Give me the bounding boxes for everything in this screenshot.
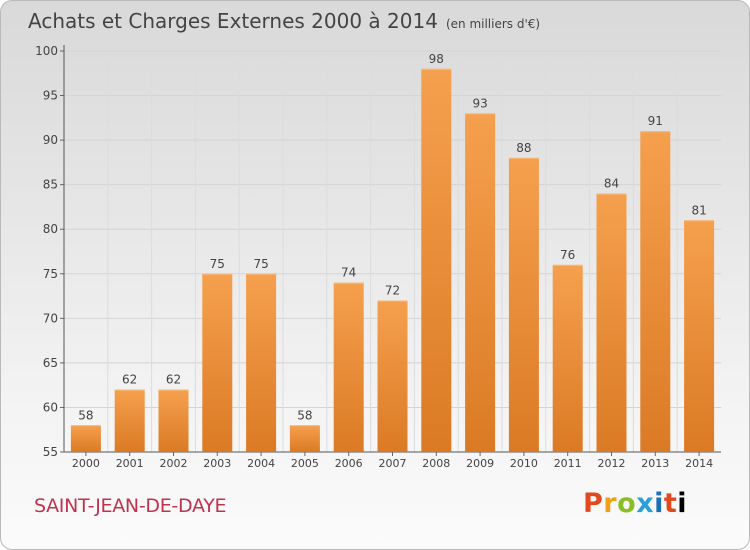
town-name: SAINT-JEAN-DE-DAYE: [34, 495, 227, 517]
bar: [508, 157, 539, 452]
x-tick-label: 2012: [598, 457, 626, 470]
bar: [377, 300, 408, 452]
bar: [596, 193, 627, 453]
bar: [114, 389, 145, 452]
bar: [684, 220, 715, 452]
chart-subtitle: (en milliers d'€): [445, 17, 541, 31]
x-tick-label: 2002: [160, 457, 188, 470]
x-tick-label: 2010: [510, 457, 538, 470]
bar: [202, 273, 233, 452]
x-tick-label: 2000: [72, 457, 100, 470]
x-tick-label: 2005: [291, 457, 319, 470]
x-tick-label: 2014: [685, 457, 713, 470]
data-label: 91: [648, 114, 663, 128]
y-tick-label: 55: [43, 445, 58, 459]
chart-title: Achats et Charges Externes 2000 à 2014 (e…: [28, 9, 540, 33]
data-label: 72: [385, 284, 400, 298]
x-tick-label: 2009: [466, 457, 494, 470]
y-tick-label: 95: [43, 89, 58, 103]
x-tick-label: 2003: [203, 457, 231, 470]
bar: [552, 264, 583, 452]
bar: [333, 282, 364, 452]
y-tick-label: 80: [43, 222, 58, 236]
x-tick-label: 2011: [554, 457, 582, 470]
proxiti-logo[interactable]: Proxiti: [583, 488, 687, 519]
x-tick-label: 2007: [379, 457, 407, 470]
y-tick-label: 75: [43, 267, 58, 281]
data-label: 81: [691, 203, 706, 217]
bar: [246, 273, 277, 452]
data-label: 62: [166, 373, 181, 387]
y-tick-label: 70: [43, 311, 58, 325]
x-tick-labels: 2000 2001 2002 2003 2004 2005 2006 2007 2008 2009…: [72, 457, 713, 470]
bar: [70, 425, 101, 452]
x-tick-label: 2008: [422, 457, 450, 470]
data-label: 98: [429, 52, 444, 66]
y-tick-label: 90: [43, 133, 58, 147]
logo-letter: i: [677, 488, 688, 519]
data-labels: 58 62 62 75 75 58 74 72 98 93 88 76 84 91 81: [78, 52, 706, 422]
x-tick-label: 2013: [641, 457, 669, 470]
logo-letter: i: [654, 488, 664, 519]
y-tick-label: 65: [43, 356, 58, 370]
bar: [421, 68, 452, 453]
bar: [640, 131, 671, 452]
y-tick-labels: 55 60 65 70 75 80 85 90 95 100: [35, 44, 58, 459]
data-label: 58: [78, 408, 93, 422]
data-label: 84: [604, 177, 619, 191]
x-tick-label: 2001: [116, 457, 144, 470]
data-label: 75: [210, 257, 225, 271]
logo-letter: t: [663, 488, 678, 519]
x-tick-label: 2004: [247, 457, 275, 470]
chart-title-text: Achats et Charges Externes 2000 à 2014: [28, 9, 438, 33]
data-label: 62: [122, 373, 137, 387]
logo-letter: r: [603, 488, 618, 519]
bar: [289, 425, 320, 452]
bar: [158, 389, 189, 452]
data-label: 93: [472, 96, 487, 110]
data-label: 74: [341, 266, 356, 280]
bars: [70, 68, 715, 453]
y-tick-label: 85: [43, 178, 58, 192]
data-label: 75: [253, 257, 268, 271]
logo-letter: o: [617, 488, 637, 519]
data-label: 58: [297, 408, 312, 422]
x-tick-label: 2006: [335, 457, 363, 470]
y-tick-label: 100: [35, 44, 58, 58]
data-label: 76: [560, 248, 575, 262]
logo-letter: P: [583, 488, 604, 519]
data-label: 88: [516, 141, 531, 155]
logo-letter: x: [636, 488, 655, 519]
bar: [465, 113, 496, 452]
y-tick-label: 60: [43, 400, 58, 414]
